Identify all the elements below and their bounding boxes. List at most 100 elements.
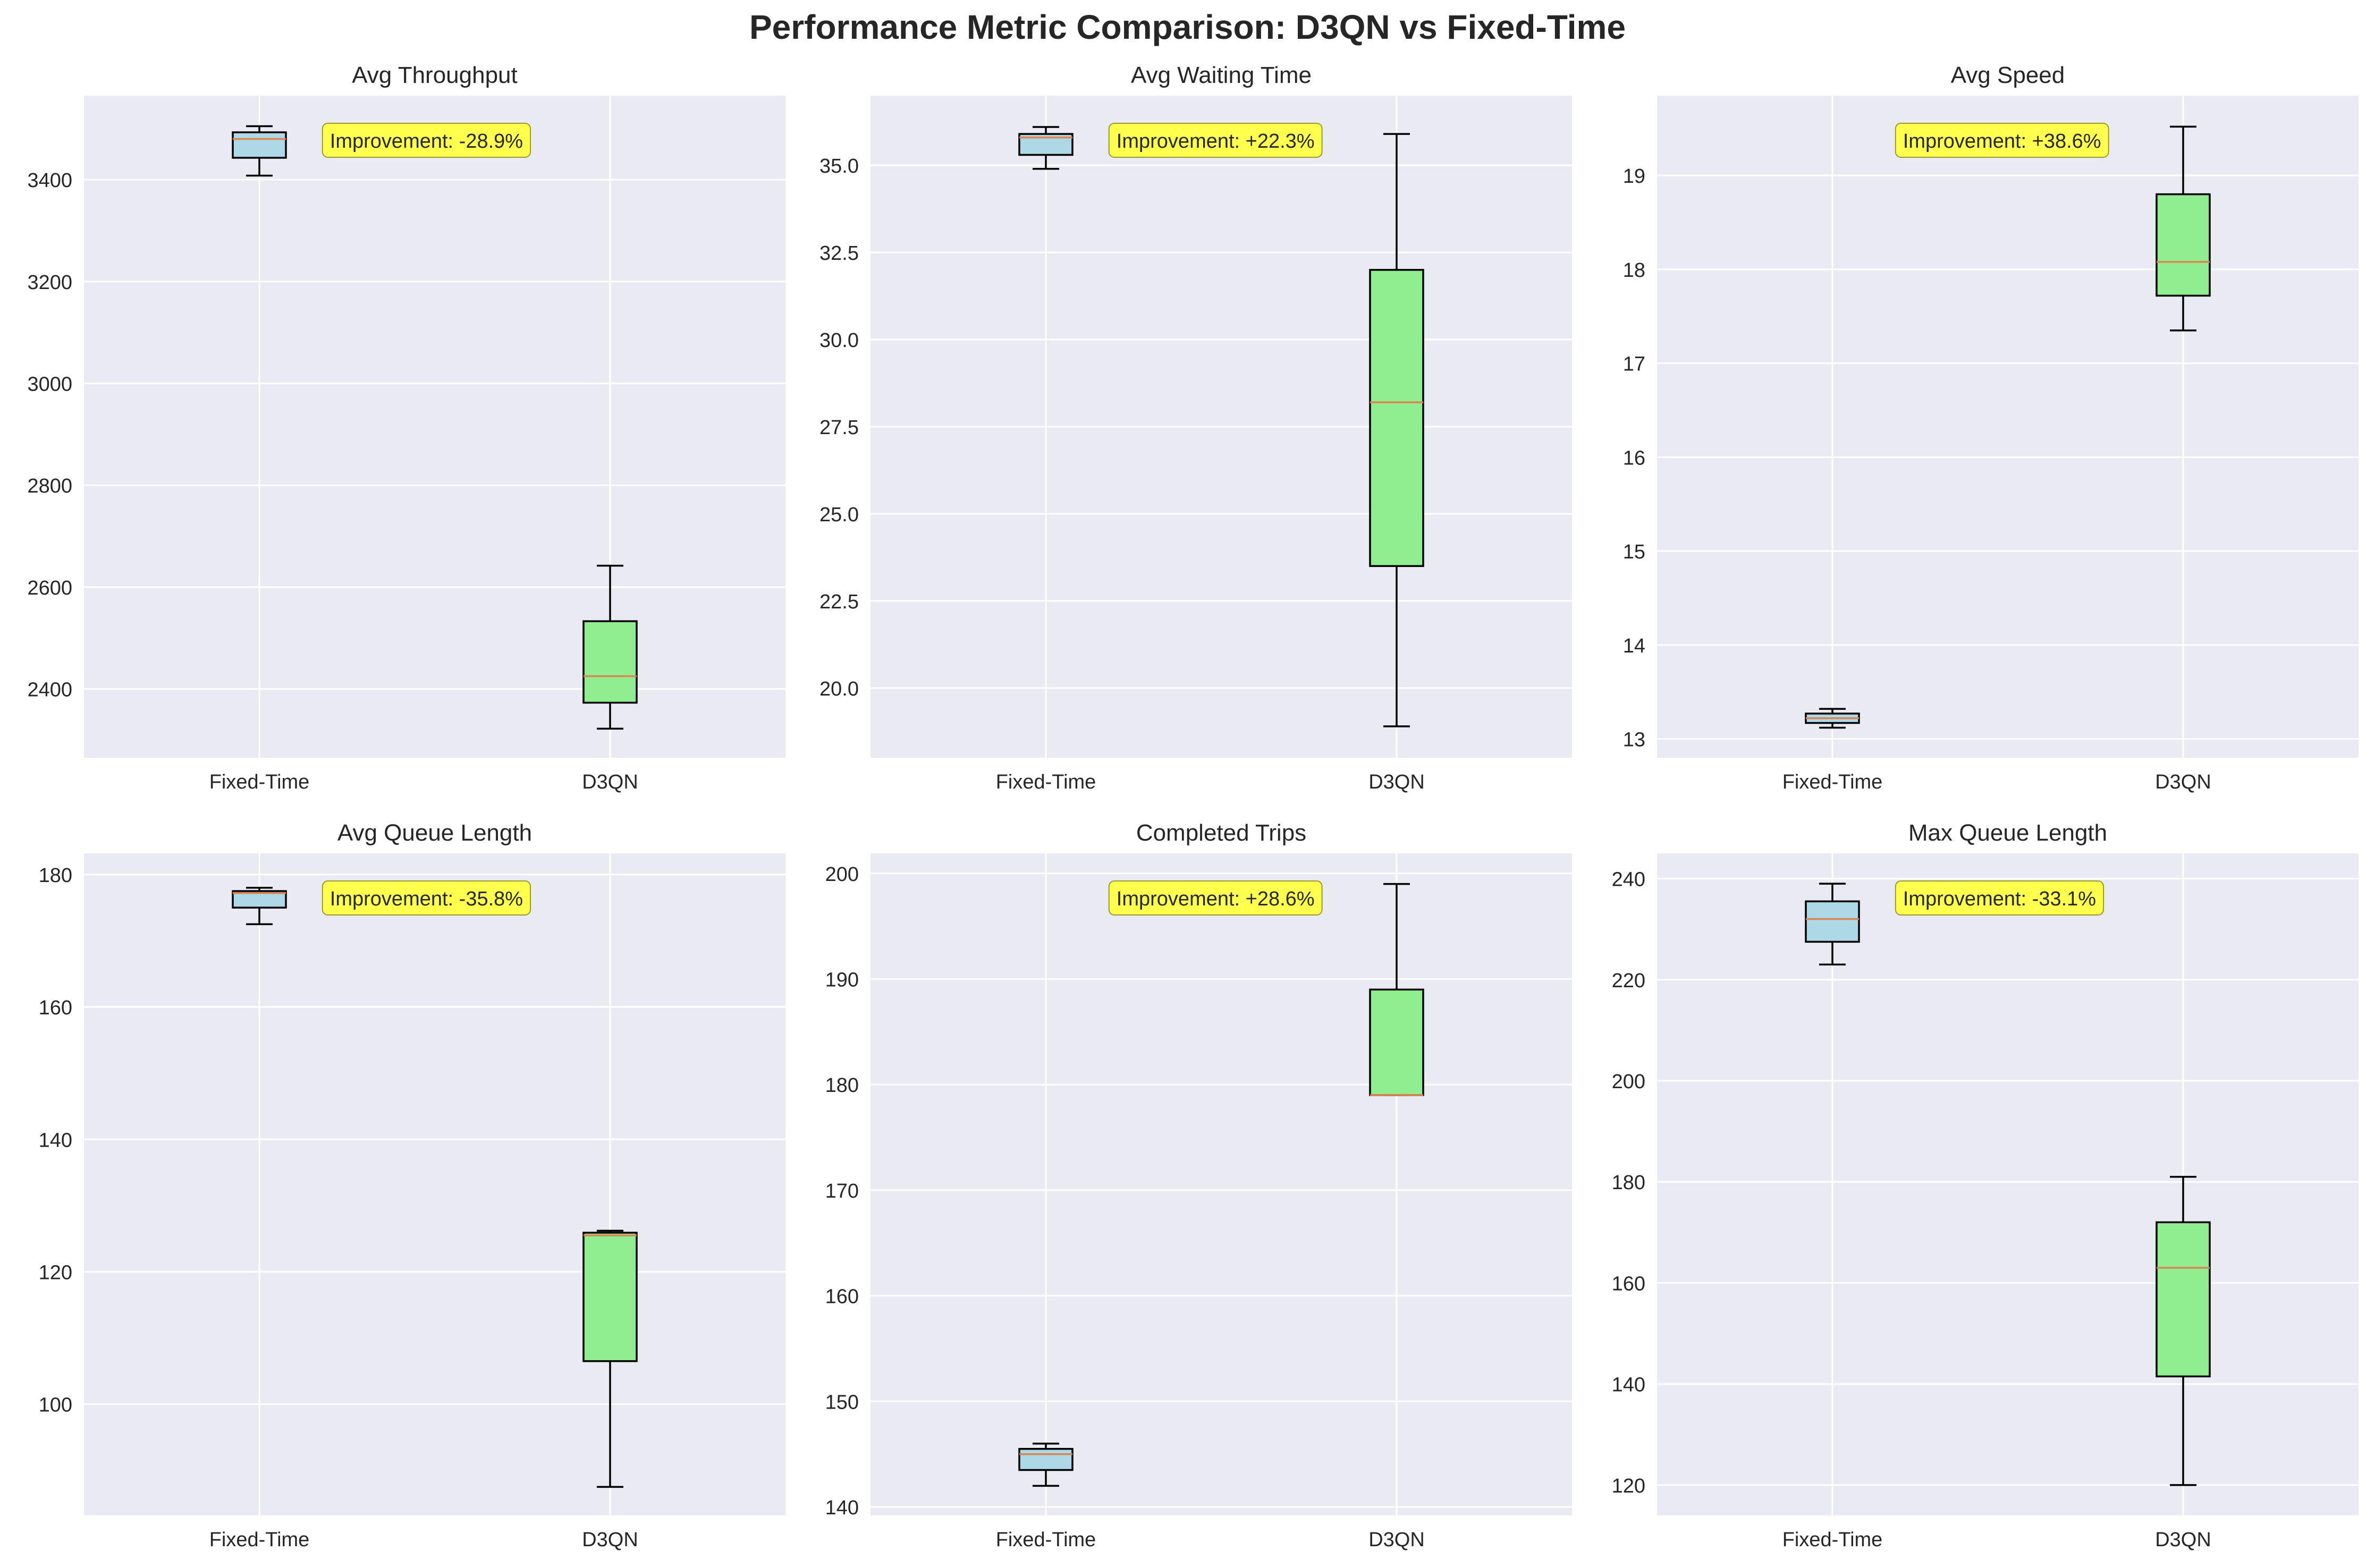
y-tick-label: 100 — [39, 1394, 72, 1417]
annotation-box — [1108, 880, 1323, 916]
y-tick-label: 140 — [1612, 1374, 1645, 1396]
box-fixed-time — [232, 125, 287, 177]
chart-panel-3: Avg Speed 13 14 15 16 17 18 19 Fixed-Time D3QN Imp… — [1623, 62, 2359, 793]
y-tick-label: 150 — [825, 1391, 859, 1413]
y-tick-label: 18 — [1623, 259, 1645, 282]
improvement-annotation: Improvement: -28.9% — [330, 130, 523, 152]
y-tick-label: 14 — [1623, 635, 1645, 657]
y-tick-label: 160 — [1612, 1273, 1645, 1295]
chart-panel-5: Completed Trips 140 150 160 170 180 190 200 Fixe… — [825, 820, 1572, 1551]
y-tick-label: 2600 — [27, 577, 72, 599]
improvement-annotation: Improvement: +28.6% — [1117, 888, 1315, 910]
y-tick-label: 160 — [39, 997, 72, 1019]
x-tick-label: D3QN — [582, 1529, 638, 1551]
box-fixed-time — [1018, 126, 1074, 170]
chart-title: Avg Waiting Time — [1131, 62, 1312, 88]
y-tick-label: 240 — [1612, 869, 1645, 891]
x-tick-label: Fixed-Time — [209, 1529, 310, 1551]
chart-panel-1: Avg Throughput 2400 2600 2800 3000 3200 3400 Fi… — [27, 62, 785, 793]
box-d3qn — [1369, 883, 1424, 1096]
y-tick-label: 180 — [825, 1074, 859, 1097]
annotation-box — [1108, 123, 1323, 158]
box-d3qn — [582, 1230, 638, 1488]
y-tick-label: 3200 — [27, 272, 72, 294]
y-tick-label: 30.0 — [819, 329, 859, 352]
chart-title: Avg Throughput — [352, 62, 518, 88]
y-tick-label: 140 — [39, 1129, 72, 1151]
annotation-box — [322, 123, 531, 158]
chart-title: Avg Queue Length — [337, 820, 532, 846]
x-tick-label: Fixed-Time — [1782, 1529, 1883, 1551]
box-d3qn — [582, 564, 638, 730]
x-tick-label: D3QN — [1368, 1529, 1425, 1551]
annotation-box — [322, 880, 531, 916]
x-tick-label: Fixed-Time — [1782, 771, 1883, 793]
y-tick-label: 22.5 — [819, 591, 859, 613]
improvement-annotation: Improvement: +22.3% — [1117, 130, 1315, 152]
x-tick-label: Fixed-Time — [996, 771, 1096, 793]
y-tick-label: 27.5 — [819, 417, 859, 439]
y-tick-label: 3400 — [27, 169, 72, 192]
box-iqr — [232, 131, 287, 159]
box-d3qn — [1369, 133, 1424, 727]
x-tick-label: Fixed-Time — [996, 1529, 1096, 1551]
plot-area — [84, 96, 785, 758]
annotation-box — [1895, 123, 2109, 158]
x-tick-label: D3QN — [2155, 1529, 2211, 1551]
x-tick-label: Fixed-Time — [209, 771, 310, 793]
x-tick-label: D3QN — [2155, 771, 2211, 793]
y-tick-label: 32.5 — [819, 242, 859, 265]
x-tick-label: D3QN — [582, 771, 638, 793]
y-tick-label: 170 — [825, 1180, 859, 1202]
y-tick-label: 120 — [1612, 1475, 1645, 1497]
y-tick-label: 35.0 — [819, 155, 859, 177]
y-tick-label: 25.0 — [819, 504, 859, 526]
chart-title: Avg Speed — [1951, 62, 2065, 88]
y-tick-label: 160 — [825, 1286, 859, 1308]
y-tick-label: 19 — [1623, 165, 1645, 188]
y-tick-label: 180 — [39, 864, 72, 887]
y-tick-label: 200 — [1612, 1071, 1645, 1093]
y-tick-label: 3000 — [27, 374, 72, 396]
box-iqr — [2156, 1221, 2211, 1378]
y-tick-label: 180 — [1612, 1172, 1645, 1194]
box-fixed-time — [1018, 1443, 1074, 1487]
plot-area — [870, 853, 1572, 1515]
box-fixed-time — [1805, 883, 1860, 966]
plot-area — [1657, 96, 2359, 758]
x-tick-label: D3QN — [1368, 771, 1425, 793]
y-tick-label: 17 — [1623, 353, 1645, 376]
box-iqr — [2156, 193, 2211, 297]
chart-title: Completed Trips — [1136, 820, 1306, 846]
y-tick-label: 2800 — [27, 475, 72, 497]
box-iqr — [582, 620, 638, 704]
plot-area — [1657, 853, 2359, 1515]
improvement-annotation: Improvement: +38.6% — [1903, 130, 2101, 152]
box-iqr — [1805, 900, 1860, 943]
chart-panel-4: Avg Queue Length 100 120 140 160 180 Fixed-Tim… — [39, 820, 785, 1551]
y-tick-label: 120 — [39, 1261, 72, 1284]
box-fixed-time — [232, 887, 287, 926]
box-d3qn — [2156, 125, 2211, 332]
improvement-annotation: Improvement: -33.1% — [1903, 888, 2096, 910]
box-fixed-time — [1805, 708, 1860, 729]
improvement-annotation: Improvement: -35.8% — [330, 888, 523, 910]
box-iqr — [582, 1232, 638, 1362]
y-tick-label: 140 — [825, 1497, 859, 1519]
box-d3qn — [2156, 1175, 2211, 1486]
y-tick-label: 15 — [1623, 541, 1645, 563]
y-tick-label: 200 — [825, 863, 859, 886]
plot-area — [84, 853, 785, 1515]
y-tick-label: 190 — [825, 969, 859, 991]
box-iqr — [1018, 1448, 1074, 1471]
y-tick-label: 20.0 — [819, 678, 859, 700]
annotation-box — [1895, 880, 2104, 916]
box-iqr — [1369, 988, 1424, 1096]
chart-title: Max Queue Length — [1908, 820, 2107, 846]
y-tick-label: 13 — [1623, 729, 1645, 751]
chart-panel-2: Avg Waiting Time 20.0 22.5 25.0 27.5 30.0 32.5… — [819, 62, 1572, 793]
chart-panel-6: Max Queue Length 120 140 160 180 200 220 240 Fix… — [1612, 820, 2359, 1551]
y-tick-label: 2400 — [27, 679, 72, 701]
figure-title: Performance Metric Comparison: D3QN vs F… — [749, 8, 1626, 46]
